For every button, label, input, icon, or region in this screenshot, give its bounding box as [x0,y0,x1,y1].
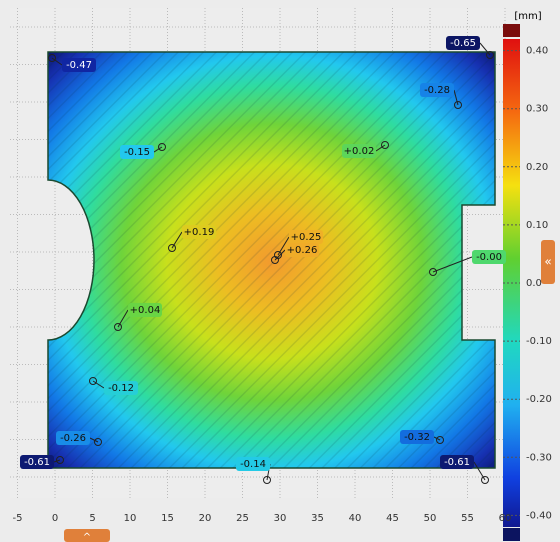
x-tick-label: 0 [52,513,58,524]
annotation-label: -0.65 [450,38,476,49]
color-tick-label: 0.30 [526,104,548,115]
annotation-label: -0.47 [66,60,92,71]
unit-label: [mm] [514,11,541,22]
annotation-label: -0.26 [60,433,86,444]
annotation-label: -0.61 [24,457,50,468]
deviation-view: [mm] « ^ -5 0 5 10 15 20 25 30 35 40 45 50 55 60 0.40 0… [0,0,560,542]
x-tick-label: 55 [461,513,474,524]
x-tick-label: 30 [274,513,287,524]
color-tick-label: -0.20 [526,394,552,405]
overflow-swatch [503,24,520,37]
x-tick-label: 5 [89,513,95,524]
annotation-label: -0.15 [124,147,150,158]
x-tick-label: -5 [13,513,23,524]
x-tick-label: 10 [124,513,137,524]
annotation-label: -0.28 [424,85,450,96]
color-tick-label: 0.20 [526,162,548,173]
annotation-label: -0.00 [476,252,502,263]
color-tick-label: 0.0 [526,278,542,289]
x-tick-label: 40 [349,513,362,524]
x-tick-label: 25 [236,513,249,524]
annotation-label: -0.12 [108,383,134,394]
annotation-label: +0.25 [291,232,322,243]
annotation-label: +0.26 [287,245,318,256]
underflow-swatch [503,528,520,541]
x-tick-label: 50 [424,513,437,524]
x-tick-label: 60 [499,513,512,524]
annotation-label: -0.14 [240,459,266,470]
annotation-label: -0.61 [444,457,470,468]
color-tick-label: -0.30 [526,452,552,463]
color-tick-label: 0.10 [526,220,548,231]
x-tick-label: 45 [386,513,399,524]
x-tick-label: 20 [199,513,212,524]
x-tick-label: 15 [161,513,174,524]
color-tick-label: 0.40 [526,46,548,57]
annotation-label: -0.32 [404,432,430,443]
toggle-icon: ^ [83,532,91,542]
annotation-label: +0.02 [344,146,375,157]
color-tick-label: -0.10 [526,336,552,347]
color-tick-label: -0.40 [526,510,552,521]
annotation-label: +0.04 [130,305,161,316]
toggle-icon: « [544,255,551,269]
annotation-label: +0.19 [184,227,215,238]
x-tick-label: 35 [311,513,324,524]
